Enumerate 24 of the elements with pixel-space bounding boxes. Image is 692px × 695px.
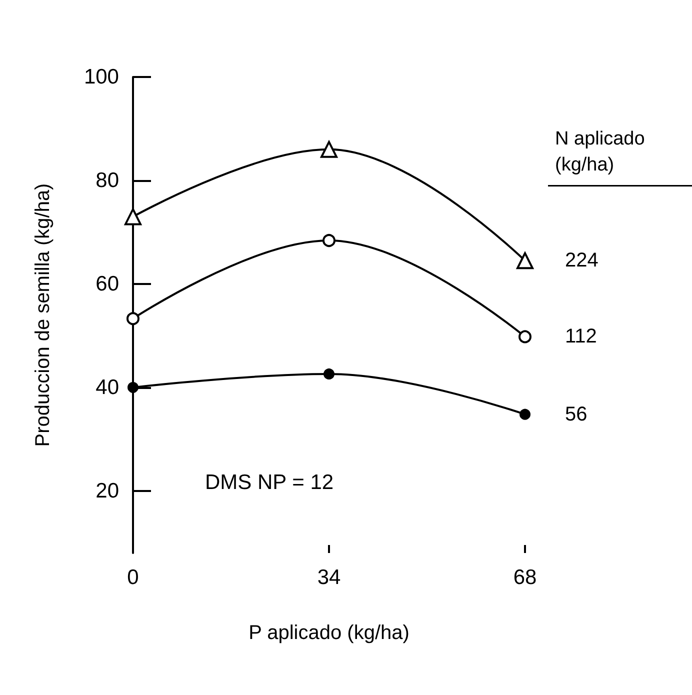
y-tick-label: 100 [84,66,119,88]
point [124,208,142,226]
x-tick-label: 34 [317,566,341,589]
y-tick-label: 20 [96,479,119,502]
annotation: DMS NP = 12 [205,471,334,494]
x-tick-label: 68 [513,566,537,589]
y-tick-label: 60 [96,272,119,296]
x-tick-label: 0 [127,566,139,589]
y-tick-label: 80 [96,168,119,192]
series-label: 112 [565,326,597,348]
point [320,140,338,158]
point [518,330,532,344]
series-label: 224 [565,250,598,272]
y-axis-title: Produccion de semilla (kg/ha) [32,183,54,447]
point [128,382,138,393]
x-axis-title: P aplicado (kg/ha) [248,622,410,644]
point [516,252,534,270]
series-label: 56 [565,403,588,426]
legend-title: N aplicado (kg/ha) [555,128,645,176]
point [324,368,334,380]
y-tick-label: 40 [96,376,119,399]
point [520,408,530,420]
point [126,312,140,326]
point [322,234,336,247]
